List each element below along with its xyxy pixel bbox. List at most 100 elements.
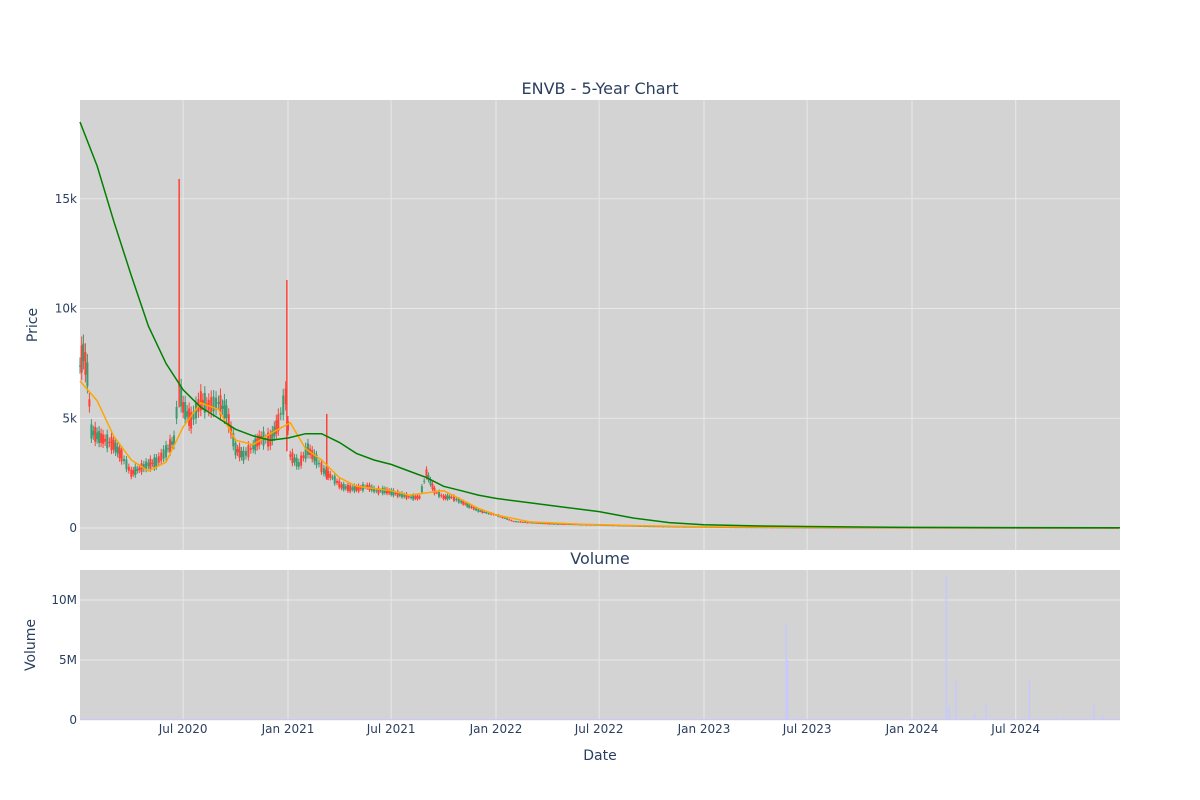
price-candle-body bbox=[359, 487, 362, 489]
price-candle-body bbox=[242, 450, 245, 461]
price-candle-body bbox=[311, 449, 314, 460]
price-candle-body bbox=[648, 526, 651, 528]
price-candle-body bbox=[304, 446, 307, 459]
price-candle-body bbox=[90, 424, 93, 439]
volume-bar bbox=[985, 703, 987, 720]
price-candle-body bbox=[230, 426, 233, 435]
price-candle-body bbox=[652, 526, 655, 528]
price-candle-body bbox=[403, 494, 406, 497]
volume-bar bbox=[787, 660, 789, 720]
price-candle-body bbox=[412, 495, 415, 500]
price-candle-body bbox=[108, 441, 111, 443]
price-candle-body bbox=[84, 352, 87, 375]
price-candle-body bbox=[297, 462, 300, 467]
price-candle-body bbox=[212, 396, 215, 412]
price-candle-body bbox=[514, 521, 517, 523]
price-candle-body bbox=[201, 399, 204, 404]
price-candle-body bbox=[86, 362, 89, 387]
price-candle-body bbox=[407, 496, 410, 498]
price-y-tick-label: 5k bbox=[62, 411, 77, 425]
price-candle-body bbox=[173, 435, 176, 446]
price-candle-body bbox=[132, 469, 135, 475]
price-candle-body bbox=[96, 432, 99, 440]
price-candle-body bbox=[539, 522, 542, 524]
price-candle-body bbox=[508, 519, 511, 521]
price-candle-body bbox=[199, 391, 202, 411]
price-candle-body bbox=[289, 454, 292, 457]
volume-bar bbox=[1102, 716, 1104, 720]
price-candle-body bbox=[106, 434, 109, 449]
price-candle-body bbox=[227, 414, 230, 428]
price-y-tick-label: 15k bbox=[55, 192, 77, 206]
price-candle-body bbox=[92, 430, 95, 436]
price-candle-body bbox=[503, 517, 506, 519]
price-candle-body bbox=[418, 496, 421, 499]
volume-chart-title: Volume bbox=[570, 549, 630, 568]
price-candle-body bbox=[487, 512, 490, 515]
volume-bar bbox=[1055, 716, 1057, 720]
price-candle-body bbox=[396, 491, 399, 497]
price-candle-body bbox=[664, 526, 667, 528]
price-candle-body bbox=[300, 455, 303, 466]
price-candle-body bbox=[223, 400, 226, 419]
price-candle-body bbox=[475, 508, 478, 511]
price-candle-body bbox=[130, 469, 133, 477]
price-candle-body bbox=[683, 526, 686, 528]
price-candle-body bbox=[410, 496, 413, 499]
price-candle-body bbox=[322, 468, 325, 474]
price-candle-body bbox=[142, 464, 145, 470]
price-candle-body bbox=[118, 447, 121, 459]
price-candle-body bbox=[151, 462, 154, 464]
price-candle-body bbox=[506, 518, 509, 520]
price-candle-body bbox=[162, 449, 165, 459]
price-candle-body bbox=[120, 449, 123, 462]
price-candle-body bbox=[563, 523, 566, 525]
price-candle-body bbox=[240, 450, 243, 457]
price-candle-body bbox=[435, 492, 438, 494]
price-candle-body bbox=[116, 446, 119, 454]
price-candle-body bbox=[535, 522, 538, 524]
price-candle-body bbox=[82, 343, 85, 362]
long-moving-average-line bbox=[79, 121, 1121, 529]
price-candle-body bbox=[225, 405, 228, 419]
price-candle-body bbox=[180, 386, 183, 407]
price-candle-body bbox=[329, 473, 332, 478]
volume-bar bbox=[948, 705, 950, 720]
price-candle-body bbox=[346, 484, 349, 492]
price-candle-body bbox=[373, 487, 376, 492]
volume-x-ticks: Jul 2020 Jan 2021 Jul 2021 Jan 2022 Jul 2022… bbox=[158, 722, 1040, 736]
price-candle-body bbox=[336, 481, 339, 483]
price-candle-body bbox=[125, 459, 128, 470]
price-y-tick-label: 10k bbox=[55, 302, 77, 316]
price-candle-body bbox=[462, 500, 465, 505]
price-candle-body bbox=[666, 526, 669, 528]
volume-bar bbox=[945, 576, 947, 720]
short-moving-average-line bbox=[79, 380, 1121, 529]
price-candle-body bbox=[499, 516, 502, 518]
price-candle-body bbox=[455, 498, 458, 501]
price-candle-body bbox=[548, 523, 551, 525]
price-candle-body bbox=[327, 470, 330, 478]
price-candle-body bbox=[306, 443, 309, 455]
price-candle-body bbox=[537, 522, 540, 524]
price-candle-body bbox=[392, 490, 395, 496]
price-candle-body bbox=[291, 452, 294, 464]
price-candle-body bbox=[676, 526, 679, 528]
price-candle-body bbox=[171, 441, 174, 445]
price-candle-body bbox=[295, 457, 298, 467]
price-candle-body bbox=[98, 430, 101, 443]
price-candle-body bbox=[215, 397, 218, 410]
price-candle-body bbox=[526, 522, 529, 524]
price-candle-body bbox=[349, 485, 352, 492]
price-candle-body bbox=[464, 503, 467, 505]
price-candle-body bbox=[416, 495, 419, 500]
price-candle-body bbox=[414, 496, 417, 499]
price-candle-body bbox=[279, 413, 282, 415]
price-candle-body bbox=[394, 492, 397, 494]
price-candle-body bbox=[375, 490, 378, 492]
price-candle-body bbox=[247, 445, 250, 458]
x-axis-label: Date bbox=[583, 748, 616, 764]
price-candle-body bbox=[282, 395, 285, 415]
price-candle-body bbox=[524, 521, 527, 523]
price-candle-body bbox=[169, 439, 172, 453]
